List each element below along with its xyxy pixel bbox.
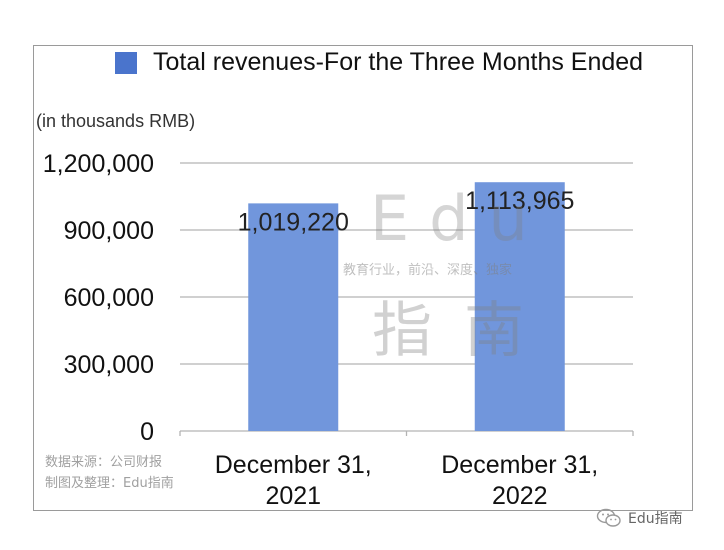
labels: 0 300,000 600,000 900,000 1,200,000 1,019,220… bbox=[43, 150, 598, 510]
data-label: 1,019,220 bbox=[238, 208, 349, 236]
legend-label: Total revenues-For the Three Months Ende… bbox=[153, 48, 644, 76]
bar-1 bbox=[474, 182, 565, 431]
y-tick-label: 0 bbox=[140, 418, 154, 446]
legend-swatch bbox=[115, 51, 137, 74]
x-tick-label: December 31, 2021 bbox=[215, 451, 372, 510]
y-tick-label: 600,000 bbox=[64, 284, 154, 312]
y-tick-label: 300,000 bbox=[64, 351, 154, 379]
brand-mark: Edu指南 bbox=[596, 508, 683, 528]
watermark-subtitle: 教育行业，前沿、深度、独家 bbox=[343, 263, 513, 278]
y-tick-label: 900,000 bbox=[64, 217, 154, 245]
wechat-icon bbox=[596, 508, 621, 527]
source-line-1: 数据来源：公司财报 bbox=[45, 455, 163, 470]
data-label: 1,113,965 bbox=[465, 187, 574, 215]
bars bbox=[248, 182, 565, 431]
watermark-chinese: 指南 bbox=[372, 296, 556, 366]
brand-text: Edu指南 bbox=[628, 511, 683, 527]
x-tick-label: December 31, 2022 bbox=[441, 451, 598, 510]
source-line-2: 制图及整理：Edu指南 bbox=[45, 476, 174, 491]
legend: Total revenues-For the Three Months Ende… bbox=[115, 48, 643, 77]
bar-0 bbox=[248, 203, 339, 431]
chart-frame bbox=[33, 45, 693, 511]
y-axis-unit-label: (in thousands RMB) bbox=[36, 111, 196, 131]
y-tick-label: 1,200,000 bbox=[43, 150, 154, 178]
watermark-latin: Edu bbox=[370, 182, 548, 255]
